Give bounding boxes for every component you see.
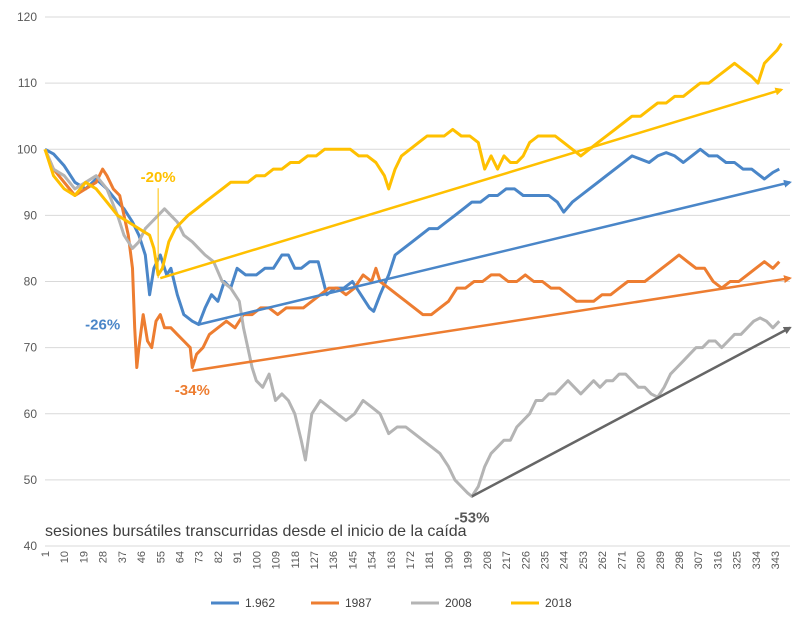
x-tick-label: 100: [251, 551, 263, 569]
x-tick-label: 91: [232, 551, 244, 563]
x-tick-label: 289: [655, 551, 667, 569]
trend-arrow-2008: [471, 326, 792, 498]
y-axis: 40 50 60 70 80 90 100 110 120: [17, 10, 37, 553]
annotations: -20% -26% -34% -53%: [85, 169, 489, 526]
x-tick-label: 307: [693, 551, 705, 569]
series-line-1.962: [44, 147, 780, 326]
x-axis-title: sesiones bursátiles transcurridas desde …: [45, 523, 467, 540]
x-axis: 1 10 19 28 37 46 55 64 73 82 91 100 109 118 127 136 145 1…: [40, 551, 782, 569]
x-tick-label: 55: [155, 551, 167, 563]
y-tick-label: 40: [24, 539, 38, 553]
y-tick-label: 60: [24, 407, 38, 421]
x-tick-label: 145: [347, 551, 359, 569]
x-tick-label: 262: [597, 551, 609, 569]
trend-arrow-2018: [159, 87, 784, 280]
x-tick-label: 82: [213, 551, 225, 563]
y-tick-label: 120: [17, 10, 37, 24]
y-tick-label: 100: [17, 142, 37, 156]
x-tick-label: 28: [98, 551, 110, 563]
annotation-label: -26%: [85, 316, 120, 333]
y-tick-label: 90: [24, 208, 38, 222]
x-tick-label: 334: [751, 551, 763, 569]
x-tick-label: 37: [117, 551, 129, 563]
x-tick-label: 253: [578, 551, 590, 569]
legend-label: 2008: [445, 596, 472, 610]
series-line-1987: [43, 148, 781, 369]
annotation-label: -20%: [141, 169, 176, 186]
trend-arrows: [159, 87, 792, 498]
x-tick-label: 181: [424, 551, 436, 569]
x-tick-label: 244: [559, 551, 571, 569]
y-tick-label: 50: [24, 473, 38, 487]
series-line-2018: [43, 42, 783, 277]
y-tick-label: 80: [24, 275, 38, 289]
x-tick-label: 64: [174, 551, 186, 563]
x-tick-label: 217: [501, 551, 513, 569]
legend-label: 1.962: [245, 596, 275, 610]
x-tick-label: 163: [386, 551, 398, 569]
x-tick-label: 19: [78, 551, 90, 563]
x-tick-label: 226: [520, 551, 532, 569]
x-tick-label: 190: [443, 551, 455, 569]
series-layer: [43, 42, 783, 498]
x-tick-label: 118: [290, 551, 302, 569]
x-tick-label: 235: [540, 551, 552, 569]
x-tick-label: 73: [194, 551, 206, 563]
trend-arrow-1987: [192, 275, 792, 373]
x-tick-label: 325: [732, 551, 744, 569]
annotation-label: -34%: [175, 382, 210, 399]
x-tick-label: 127: [309, 551, 321, 569]
legend-label: 2018: [545, 596, 572, 610]
x-tick-label: 10: [59, 551, 71, 563]
x-tick-label: 298: [674, 551, 686, 569]
x-tick-label: 271: [616, 551, 628, 569]
trend-arrow-1.962: [198, 179, 792, 326]
x-tick-label: 280: [636, 551, 648, 569]
legend: 1.962 1987 2008 2018: [211, 596, 572, 610]
y-tick-label: 70: [24, 341, 38, 355]
y-tick-label: 110: [18, 76, 37, 90]
annotation-label: -53%: [454, 509, 489, 526]
series-line-2008: [43, 148, 781, 498]
x-tick-label: 46: [136, 551, 148, 563]
x-tick-label: 154: [367, 551, 379, 569]
x-tick-label: 199: [463, 551, 475, 569]
x-tick-label: 172: [405, 551, 417, 569]
x-tick-label: 208: [482, 551, 494, 569]
x-tick-label: 343: [770, 551, 782, 569]
x-tick-label: 1: [40, 551, 52, 557]
x-tick-label: 136: [328, 551, 340, 569]
x-tick-label: 109: [271, 551, 283, 569]
x-tick-label: 316: [712, 551, 724, 569]
legend-label: 1987: [345, 596, 372, 610]
